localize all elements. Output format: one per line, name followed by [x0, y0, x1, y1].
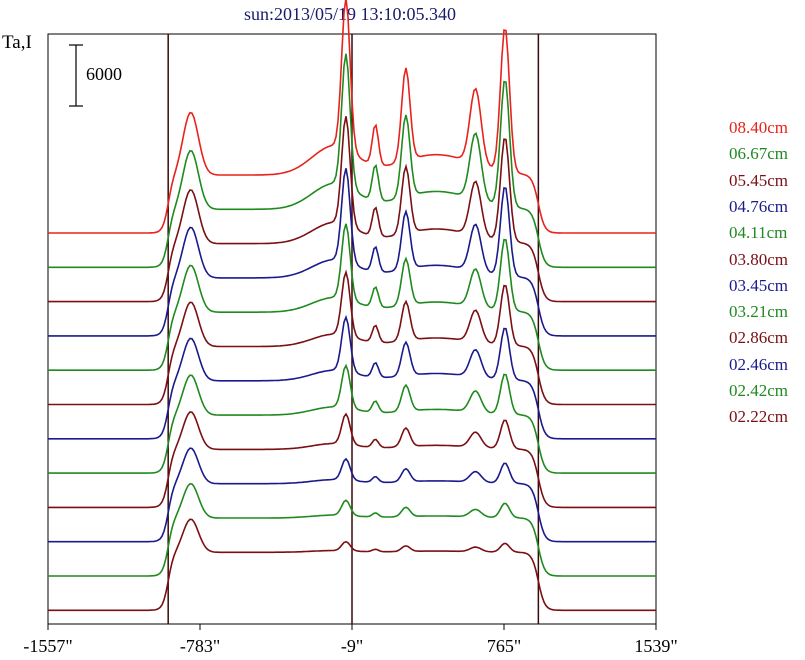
legend-item: 05.45cm [729, 170, 789, 190]
series-line-03-45cm [48, 314, 656, 440]
legend-item: 03.80cm [729, 249, 789, 269]
legend-item: 04.76cm [729, 196, 789, 216]
series-line-04-11cm [48, 223, 656, 371]
series-line-06-67cm [48, 53, 656, 269]
series-line-02-86cm [48, 411, 656, 509]
legend-item: 03.21cm [729, 302, 789, 322]
legend-item: 03.45cm [729, 275, 789, 295]
x-tick-label: -783" [179, 636, 221, 656]
legend-item: 08.40cm [729, 118, 789, 137]
legend-item: 02.86cm [729, 328, 789, 348]
scale-bar-label: 6000 [86, 64, 122, 84]
legend-item: 02.42cm [729, 381, 789, 400]
y-axis-label: Ta,I [2, 32, 32, 53]
series-line-08-40cm [48, 0, 656, 234]
series-line-03-21cm [48, 363, 656, 474]
series-line-05-45cm [48, 116, 656, 303]
legend-item: 06.67cm [729, 144, 789, 164]
x-tick-label: 765" [486, 636, 522, 656]
legend-item: 02.22cm [729, 407, 789, 427]
series-line-03-80cm [48, 269, 656, 406]
x-tick-label: -1557" [23, 636, 73, 656]
x-tick-label: 1539" [634, 636, 678, 656]
series-line-02-22cm [48, 518, 656, 612]
chart-title: sun:2013/05/19 13:10:05.340 [243, 4, 456, 24]
legend-item: 04.11cm [729, 223, 788, 243]
series-line-02-42cm [48, 482, 656, 577]
x-tick-label: -9" [340, 636, 364, 656]
series-line-02-46cm [48, 447, 656, 543]
legend-item: 02.46cm [729, 354, 789, 374]
scale-bar [69, 44, 83, 107]
series-line-04-76cm [48, 168, 656, 337]
